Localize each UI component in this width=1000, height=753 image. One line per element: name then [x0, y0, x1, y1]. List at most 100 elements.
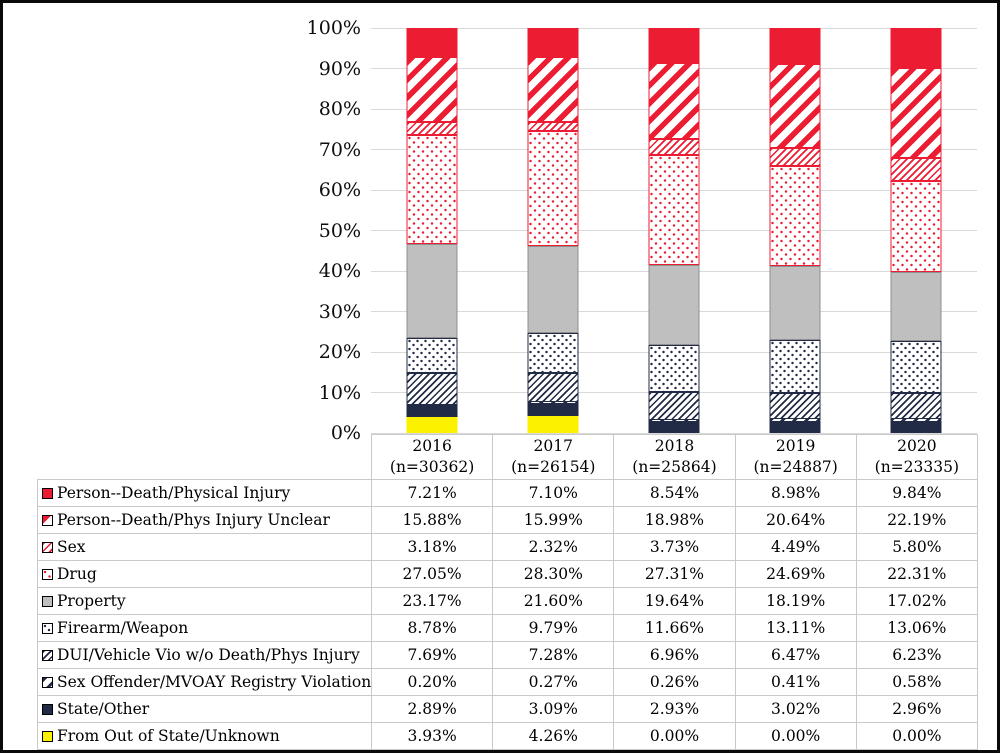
legend-swatch-icon	[42, 704, 53, 715]
y-axis-tick-label: 40%	[318, 260, 361, 282]
bar-segment	[406, 337, 458, 374]
series-label: Property	[57, 592, 126, 610]
bar-segment	[890, 418, 942, 422]
bar-segment	[769, 266, 821, 340]
value-cell: 20.64%	[734, 506, 857, 534]
bar-segment	[527, 403, 579, 416]
bar-segment	[406, 57, 458, 122]
value-cell: 9.84%	[855, 479, 978, 507]
value-cell: 3.93%	[370, 722, 494, 750]
column-header-year: 2020	[897, 436, 937, 455]
value-cell: 9.79%	[492, 614, 615, 642]
value-cell: 23.17%	[370, 587, 494, 615]
value-cell: 3.02%	[734, 695, 857, 723]
bar-column-2017	[492, 28, 613, 433]
series-label: Drug	[57, 565, 97, 583]
bar-segment	[769, 166, 821, 267]
table-row: Property 23.17% 21.60% 19.64% 18.19% 17.02%	[37, 587, 978, 615]
bar-segment	[890, 181, 942, 272]
bar-segment	[648, 265, 700, 345]
bar-segment	[769, 419, 821, 421]
bar-segment	[769, 392, 821, 420]
value-cell: 8.54%	[613, 479, 736, 507]
value-cell: 24.69%	[734, 560, 857, 588]
bar-segment	[769, 64, 821, 149]
series-label: Sex Offender/MVOAY Registry Violation	[57, 673, 372, 691]
legend-swatch-icon	[42, 731, 53, 742]
series-label-cell: DUI/Vehicle Vio w/o Death/Phys Injury	[37, 641, 372, 669]
value-cell: 18.98%	[613, 506, 736, 534]
y-axis: 0% 10% 20% 30% 40% 50% 60% 70% 80% 90% 100%	[3, 17, 361, 444]
bar-segment	[890, 28, 942, 68]
bar-segment	[648, 344, 700, 392]
bar-segment	[527, 121, 579, 131]
series-label: DUI/Vehicle Vio w/o Death/Phys Injury	[57, 646, 360, 664]
column-header-n: (n=24887)	[753, 458, 838, 476]
value-cell: 15.88%	[370, 506, 494, 534]
bar-segment	[527, 372, 579, 403]
value-cell: 0.27%	[492, 668, 615, 696]
bar-segment	[406, 405, 458, 418]
bar-segment	[648, 62, 700, 140]
column-header-year: 2017	[533, 436, 573, 455]
stacked-bar-2019	[769, 28, 821, 433]
gridline	[371, 432, 977, 434]
bar-segment	[648, 154, 700, 266]
bar-column-2016	[371, 28, 492, 433]
bar-column-2019	[735, 28, 856, 433]
bar-column-2018	[613, 28, 734, 433]
value-cell: 7.69%	[370, 641, 494, 669]
bar-segment	[890, 67, 942, 158]
value-cell: 22.31%	[855, 560, 978, 588]
series-label-cell: Firearm/Weapon	[37, 614, 372, 642]
column-header-2020: 2020 (n=23335)	[855, 434, 978, 480]
value-cell: 27.31%	[613, 560, 736, 588]
bar-segment	[527, 130, 579, 246]
value-cell: 0.41%	[734, 668, 857, 696]
legend-swatch-icon	[42, 650, 53, 661]
value-cell: 19.64%	[613, 587, 736, 615]
y-axis-tick-label: 60%	[318, 179, 361, 201]
legend-swatch-icon	[42, 515, 53, 526]
value-cell: 7.28%	[492, 641, 615, 669]
stacked-bar-2018	[648, 28, 700, 433]
value-cell: 2.93%	[613, 695, 736, 723]
series-label-cell: Drug	[37, 560, 372, 588]
series-label-cell: From Out of State/Unknown	[37, 722, 372, 750]
value-cell: 27.05%	[370, 560, 494, 588]
bar-segment	[406, 244, 458, 338]
y-axis-tick-label: 10%	[318, 381, 361, 404]
y-axis-tick-label: 100%	[306, 17, 361, 39]
table-row: Sex Offender/MVOAY Registry Violation 0.2…	[37, 668, 978, 696]
value-cell: 6.23%	[855, 641, 978, 669]
value-cell: 0.26%	[613, 668, 736, 696]
legend-swatch-icon	[42, 677, 53, 688]
value-cell: 6.96%	[613, 641, 736, 669]
series-label-cell: Person--Death/Physical Injury	[37, 479, 372, 507]
column-header-n: (n=23335)	[874, 458, 960, 476]
value-cell: 4.26%	[492, 722, 615, 750]
value-cell: 0.20%	[370, 668, 494, 696]
value-cell: 2.96%	[855, 695, 978, 723]
value-cell: 2.89%	[370, 695, 494, 723]
bar-segment	[527, 245, 579, 334]
bar-segment	[648, 139, 700, 155]
table-row: From Out of State/Unknown 3.93% 4.26% 0.00%…	[37, 722, 978, 750]
series-label-cell: Sex	[37, 533, 372, 561]
value-cell: 3.73%	[613, 533, 736, 561]
y-axis-tick-label: 70%	[318, 138, 361, 161]
column-header-n: (n=30362)	[389, 458, 475, 476]
value-cell: 0.00%	[855, 722, 978, 750]
bar-segment	[648, 420, 700, 422]
value-cell: 15.99%	[492, 506, 615, 534]
table-row: Sex 3.18% 2.32% 3.73% 4.49% 5.80%	[37, 533, 978, 561]
value-cell: 5.80%	[855, 533, 978, 561]
bar-segment	[890, 271, 942, 341]
y-axis-tick-label: 0%	[330, 422, 361, 444]
value-cell: 13.11%	[734, 614, 857, 642]
column-header-year: 2019	[775, 436, 816, 455]
bar-segment	[527, 402, 579, 404]
y-axis-tick-label: 30%	[318, 300, 361, 323]
column-header-2016: 2016 (n=30362)	[370, 434, 494, 480]
